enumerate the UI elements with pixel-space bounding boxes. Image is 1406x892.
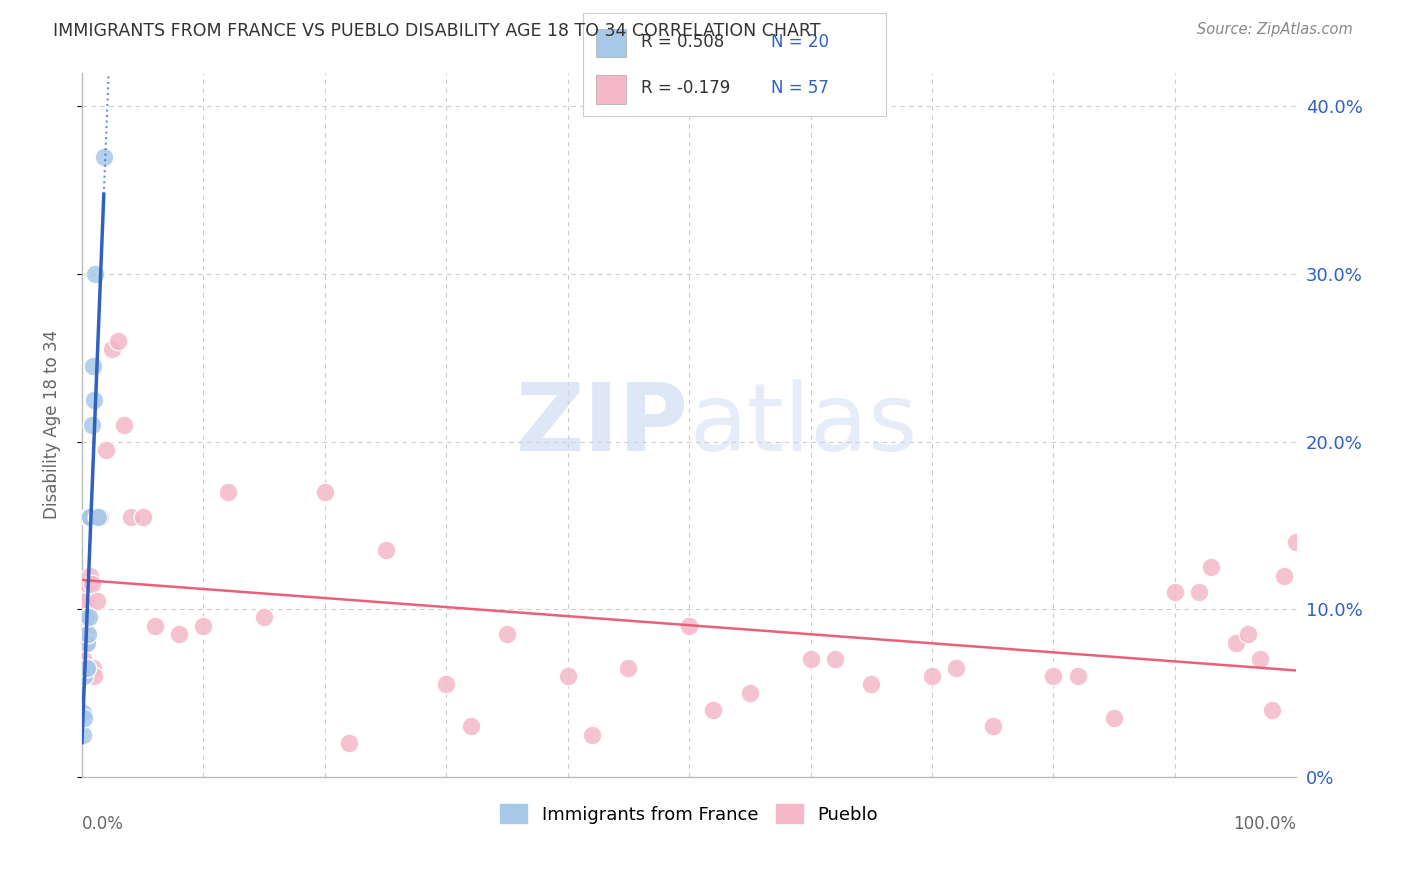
Point	[75, 610, 97, 624]
Point	[1201, 560, 1223, 574]
Point	[80, 417, 103, 432]
Point	[1236, 627, 1258, 641]
Point	[82, 359, 104, 373]
Text: N = 57: N = 57	[770, 79, 828, 97]
Point	[73, 669, 96, 683]
Point	[84, 267, 107, 281]
Point	[1042, 669, 1064, 683]
Bar	[596, 75, 626, 103]
Point	[75, 627, 97, 641]
Y-axis label: Disability Age 18 to 34: Disability Age 18 to 34	[44, 330, 60, 519]
Point	[1067, 669, 1090, 683]
Point	[96, 442, 118, 457]
Text: atlas: atlas	[689, 379, 917, 471]
Text: R = 0.508: R = 0.508	[641, 33, 724, 51]
Point	[253, 610, 276, 624]
Point	[83, 392, 105, 407]
Point	[860, 677, 883, 691]
Point	[581, 728, 603, 742]
Point	[678, 619, 700, 633]
Bar	[596, 29, 626, 57]
Point	[167, 627, 190, 641]
Point	[72, 706, 94, 720]
Point	[77, 627, 100, 641]
Point	[460, 719, 482, 733]
Legend: Immigrants from France, Pueblo: Immigrants from France, Pueblo	[492, 797, 886, 831]
Point	[86, 510, 108, 524]
Point	[107, 334, 129, 348]
Text: Source: ZipAtlas.com: Source: ZipAtlas.com	[1197, 22, 1353, 37]
Point	[77, 577, 100, 591]
Text: N = 20: N = 20	[770, 33, 830, 51]
Point	[824, 652, 846, 666]
Point	[1188, 585, 1211, 599]
Point	[496, 627, 519, 641]
Point	[557, 669, 579, 683]
Text: R = -0.179: R = -0.179	[641, 79, 730, 97]
Point	[945, 661, 967, 675]
Point	[1261, 703, 1284, 717]
Point	[76, 635, 98, 649]
Text: 0.0%: 0.0%	[82, 815, 124, 833]
Point	[79, 510, 101, 524]
Text: ZIP: ZIP	[516, 379, 689, 471]
Point	[76, 661, 98, 675]
Point	[77, 510, 100, 524]
Point	[1285, 535, 1308, 549]
Point	[79, 568, 101, 582]
Point	[83, 669, 105, 683]
Point	[434, 677, 457, 691]
Point	[131, 510, 153, 524]
Point	[72, 728, 94, 742]
Point	[921, 669, 943, 683]
Point	[738, 686, 761, 700]
Point	[75, 661, 97, 675]
Point	[89, 510, 111, 524]
Point	[617, 661, 640, 675]
Point	[337, 736, 360, 750]
Point	[1225, 635, 1247, 649]
Point	[80, 577, 103, 591]
Point	[1249, 652, 1271, 666]
Point	[702, 703, 724, 717]
Point	[1102, 711, 1125, 725]
Point	[193, 619, 215, 633]
Point	[217, 484, 239, 499]
Point	[1164, 585, 1187, 599]
Point	[799, 652, 821, 666]
Point	[93, 150, 115, 164]
Point	[77, 610, 100, 624]
Text: 100.0%: 100.0%	[1233, 815, 1296, 833]
Point	[143, 619, 166, 633]
Point	[73, 627, 96, 641]
Point	[82, 661, 104, 675]
Point	[1272, 568, 1295, 582]
Point	[101, 343, 124, 357]
Point	[981, 719, 1004, 733]
Point	[77, 510, 100, 524]
Point	[72, 602, 94, 616]
Point	[77, 610, 100, 624]
Point	[73, 711, 96, 725]
Point	[374, 543, 396, 558]
Point	[72, 652, 94, 666]
Point	[120, 510, 142, 524]
Point	[86, 593, 108, 607]
Point	[114, 417, 136, 432]
Point	[77, 510, 100, 524]
Point	[87, 510, 110, 524]
Point	[75, 593, 97, 607]
Text: IMMIGRANTS FROM FRANCE VS PUEBLO DISABILITY AGE 18 TO 34 CORRELATION CHART: IMMIGRANTS FROM FRANCE VS PUEBLO DISABIL…	[53, 22, 821, 40]
Point	[76, 635, 98, 649]
Point	[314, 484, 336, 499]
Point	[73, 585, 96, 599]
